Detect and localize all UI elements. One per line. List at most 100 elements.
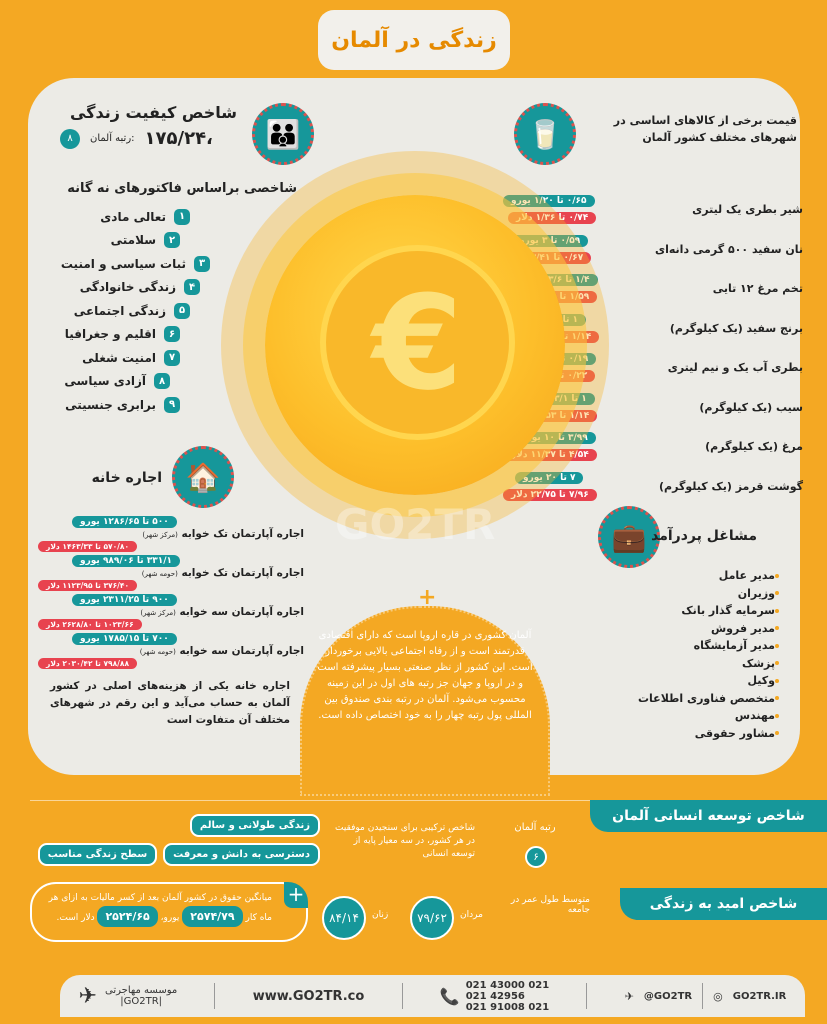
factor-item: ۹ برابری جنسیتی: [40, 393, 280, 417]
women-label: زنان: [372, 910, 389, 920]
quality-rank-row: ۸ رتبه آلمان: ۱۷۵/۲۴،: [60, 128, 213, 149]
quality-value: ۱۷۵/۲۴،: [144, 128, 213, 149]
watermark: GO2TR: [335, 500, 496, 549]
hdi-tag: دسترسی به دانش و معرفت: [163, 843, 320, 866]
plus-icon: +: [284, 882, 308, 908]
org-brand: |GO2TR|: [120, 996, 163, 1007]
factor-label: امنیت شغلی: [82, 350, 156, 365]
hdi-rank: ۶: [525, 846, 547, 868]
salary-usd-unit: دلار است.: [56, 913, 95, 923]
factor-item: ۵ زندگی اجتماعی: [40, 299, 280, 323]
rent-area: (مرکز شهر): [140, 609, 176, 617]
factor-number: ۹: [164, 396, 180, 413]
job-item: پزشک: [587, 655, 787, 673]
phone-number[interactable]: 021 43000 021: [465, 979, 550, 991]
factors-list: ۱ تعالی مادی ۲ سلامتی ۳ ثبات سیاسی و امنیت ۴ زن…: [40, 205, 280, 417]
price-item-name: نان سفید ۵۰۰ گرمی دانه‌ای: [655, 242, 803, 256]
men-value: ۷۹/۶۲: [410, 896, 454, 940]
job-item: مهندس: [587, 707, 787, 725]
website-link[interactable]: www.GO2TR.co: [252, 988, 365, 1004]
salary-text: میانگین حقوق در کشور آلمان بعد از کسر ما…: [48, 893, 272, 903]
about-germany-text: آلمان کشوری در قاره اروپا است که دارای ا…: [300, 606, 550, 796]
telegram-link[interactable]: @GO2TR: [643, 990, 693, 1002]
factor-item: ۸ آزادی سیاسی: [40, 370, 280, 394]
job-item: وکیل: [587, 672, 787, 690]
footer: ✈ موسسه مهاجرتی |GO2TR| www.GO2TR.co 📞 02…: [60, 975, 805, 1017]
price-eur: ۰/۵۹ تا ۳ یورو: [511, 234, 589, 247]
factor-label: زندگی اجتماعی: [73, 303, 166, 318]
telegram-icon: ✈: [624, 989, 634, 1003]
family-icon: 👪: [252, 103, 314, 165]
factor-item: ۳ ثبات سیاسی و امنیت: [40, 252, 280, 276]
separator: [214, 983, 216, 1009]
life-label: متوسط طول عمر در جامعه: [510, 895, 590, 915]
salary-usd: ۲۵۲۴/۶۵: [97, 906, 158, 927]
plane-logo-icon: ✈: [78, 983, 98, 1009]
hdi-title: شاخص توسعه انسانی آلمان: [590, 800, 827, 832]
jobs-list: مدیر عامل وزیران سرمایه گذار بانک مدیر فروش…: [587, 567, 787, 742]
factor-label: تعالی مادی: [100, 209, 166, 224]
price-item-name: گوشت قرمز (یک کیلوگرم): [659, 479, 803, 493]
job-item: مدیر عامل: [587, 567, 787, 585]
social-links: ✈ @GO2TR ◎ GO2TR.IR: [624, 983, 787, 1009]
rent-row: ۷۰۰ تا ۱۷۸۵/۱۵ یورو ۷۹۸/۸۸ تا ۲۰۳۰/۴۲ دل…: [34, 633, 314, 672]
job-item: سرمایه گذار بانک: [587, 602, 787, 620]
house-icon: 🏠: [172, 446, 234, 508]
price-usd: ۰/۷۴ تا ۱/۳۶ دلار: [508, 212, 597, 224]
job-item: متخصص فناوری اطلاعات: [587, 690, 787, 708]
factor-label: برابری جنسیتی: [65, 397, 156, 412]
rent-area: (حومه شهر): [139, 648, 176, 656]
separator: [401, 983, 403, 1009]
hdi-tag: زندگی طولانی و سالم: [189, 814, 320, 837]
rent-eur: ۷۰۰ تا ۱۷۸۵/۱۵ یورو: [72, 633, 177, 645]
factor-number: ۳: [194, 255, 210, 272]
factor-number: ۸: [154, 373, 170, 390]
price-row: مرغ (یک کیلوگرم) ۳/۹۹ تا ۱۰ یورو ۴/۵۴ تا…: [503, 430, 803, 468]
rent-usd: ۱۰۲۳/۶۶ تا ۲۶۲۸/۸۰ دلار: [38, 619, 142, 630]
instagram-link[interactable]: GO2TR.IR: [732, 990, 787, 1002]
hdi-description: شاخص ترکیبی برای سنجیدن موفقیت در هر کشو…: [334, 823, 475, 859]
divider: [30, 800, 798, 801]
price-usd: ۴/۵۴ تا ۱۱/۳۷ دلار: [503, 449, 597, 461]
rent-row: ۵۰۰ تا ۱۲۸۶/۶۵ یورو ۵۷۰/۸۰ تا ۱۴۶۳/۳۳ دل…: [34, 516, 314, 555]
quality-rank-label: رتبه آلمان:: [90, 133, 135, 144]
rent-eur: ۹۰۰ تا ۲۳۱۱/۲۵ یورو: [72, 594, 177, 606]
price-item-name: مرغ (یک کیلوگرم): [705, 440, 803, 453]
factor-number: ۴: [184, 279, 200, 296]
price-row: نان سفید ۵۰۰ گرمی دانه‌ای ۰/۵۹ تا ۳ یورو…: [503, 233, 803, 271]
hdi-tag: سطح زندگی مناسب: [37, 843, 158, 866]
men-label: مردان: [460, 910, 483, 920]
price-eur: ۷ تا ۲۰ یورو: [515, 471, 584, 484]
prices-title-1: قیمت برخی از کالاهای اساسی در: [613, 114, 797, 127]
rent-usd: ۵۷۰/۸۰ تا ۱۴۶۳/۳۳ دلار: [38, 541, 138, 552]
plus-icon: +: [418, 585, 437, 610]
salary-eur-unit: یورو،: [160, 913, 180, 923]
rent-area: (حومه شهر): [141, 570, 178, 578]
euro-icon: €: [320, 245, 515, 440]
factor-item: ۶ اقلیم و جغرافیا: [40, 323, 280, 347]
phones: 📞 021 43000 021 021 42956 021 91008 021: [440, 980, 549, 1013]
job-item: مدیر فروش: [587, 620, 787, 638]
factor-number: ۶: [164, 326, 180, 343]
separator: [702, 983, 704, 1009]
factor-item: ۲ سلامتی: [40, 229, 280, 253]
factor-number: ۷: [164, 349, 180, 366]
rent-item-name: اجاره آپارتمان تک خوابه: [181, 567, 305, 579]
separator: [586, 983, 588, 1009]
phone-number[interactable]: 021 91008 021: [465, 1001, 550, 1013]
quality-rank: ۸: [60, 128, 80, 149]
factor-label: آزادی سیاسی: [64, 374, 146, 389]
price-row: گوشت قرمز (یک کیلوگرم) ۷ تا ۲۰ یورو ۷/۹۶…: [503, 470, 803, 508]
phone-number[interactable]: 021 42956: [465, 990, 525, 1002]
job-item: مدیر آزمایشگاه: [587, 637, 787, 655]
rent-title: اجاره خانه: [91, 470, 162, 486]
rent-row: ۳۳۱/۱ تا ۹۸۹/۰۶ یورو ۳۷۶/۴۰ تا ۱۱۲۳/۹۵ د…: [34, 555, 314, 594]
prices-title-2: شهرهای مختلف کشور آلمان: [642, 131, 797, 144]
price-item-name: برنج سفید (یک کیلوگرم): [669, 321, 803, 335]
factor-number: ۲: [164, 232, 180, 249]
price-item-name: شیر بطری یک لیتری: [692, 203, 803, 216]
groceries-icon: 🥛: [514, 103, 576, 165]
phone-icon: 📞: [439, 986, 460, 1006]
page-title: زندگی در آلمان: [318, 10, 510, 70]
price-row: شیر بطری یک لیتری ۰/۶۵ تا ۱/۲۰ یورو ۰/۷۴…: [503, 193, 803, 231]
